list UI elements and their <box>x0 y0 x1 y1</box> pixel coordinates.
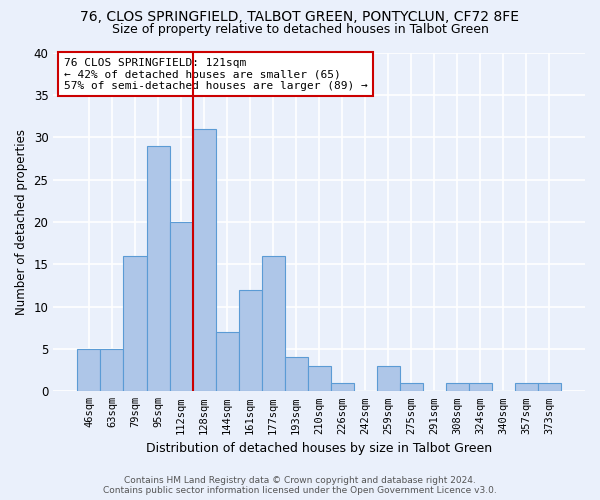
Bar <box>446 383 469 392</box>
Bar <box>308 366 331 392</box>
Bar <box>538 383 561 392</box>
Bar <box>215 332 239 392</box>
Bar <box>193 128 215 392</box>
Bar <box>170 222 193 392</box>
Bar <box>331 383 353 392</box>
Bar <box>124 256 146 392</box>
Bar <box>377 366 400 392</box>
Text: Size of property relative to detached houses in Talbot Green: Size of property relative to detached ho… <box>112 22 488 36</box>
Y-axis label: Number of detached properties: Number of detached properties <box>15 129 28 315</box>
Bar <box>400 383 423 392</box>
X-axis label: Distribution of detached houses by size in Talbot Green: Distribution of detached houses by size … <box>146 442 492 455</box>
Text: 76 CLOS SPRINGFIELD: 121sqm
← 42% of detached houses are smaller (65)
57% of sem: 76 CLOS SPRINGFIELD: 121sqm ← 42% of det… <box>64 58 368 91</box>
Bar <box>284 358 308 392</box>
Bar <box>77 349 100 392</box>
Bar <box>469 383 492 392</box>
Text: Contains HM Land Registry data © Crown copyright and database right 2024.
Contai: Contains HM Land Registry data © Crown c… <box>103 476 497 495</box>
Bar <box>262 256 284 392</box>
Bar <box>146 146 170 392</box>
Bar <box>515 383 538 392</box>
Bar <box>100 349 124 392</box>
Text: 76, CLOS SPRINGFIELD, TALBOT GREEN, PONTYCLUN, CF72 8FE: 76, CLOS SPRINGFIELD, TALBOT GREEN, PONT… <box>80 10 520 24</box>
Bar <box>239 290 262 392</box>
